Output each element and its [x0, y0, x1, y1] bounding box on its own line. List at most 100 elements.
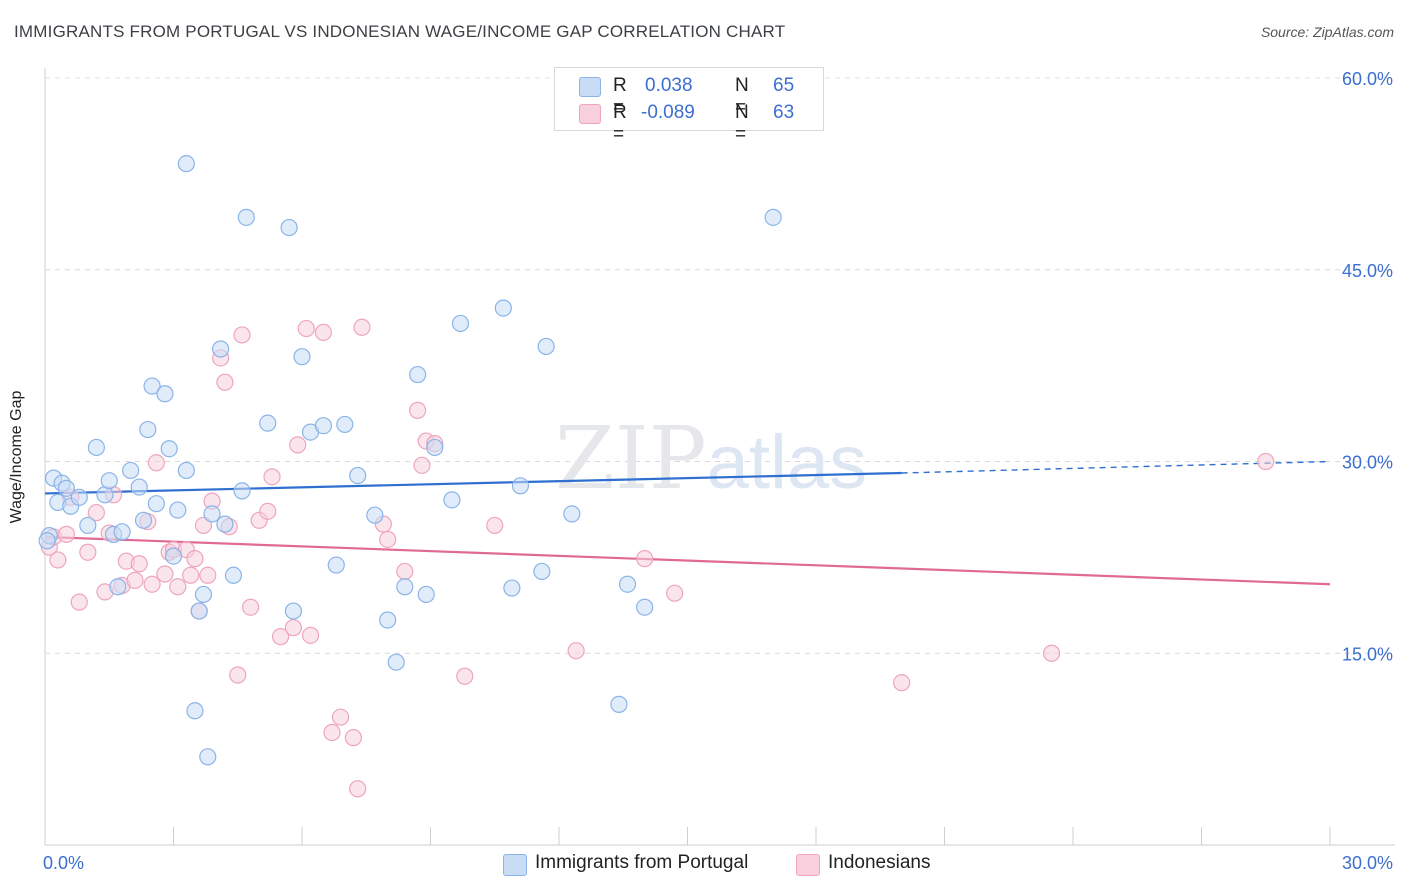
- correlation-legend: R = 0.038 N = 65 R = -0.089 N = 63: [554, 67, 824, 145]
- point-indonesians: [666, 584, 684, 602]
- point-indonesians: [409, 401, 427, 419]
- watermark: ZIPatlas: [555, 409, 867, 509]
- point-portugal: [113, 523, 131, 541]
- point-portugal: [314, 417, 333, 435]
- point-portugal: [139, 420, 157, 439]
- point-indonesians: [289, 436, 307, 454]
- point-portugal: [224, 566, 243, 584]
- point-portugal: [100, 472, 118, 490]
- series-label-portugal: Immigrants from Portugal: [535, 852, 749, 873]
- legend-n-value: 63: [773, 102, 795, 123]
- point-portugal: [237, 208, 255, 226]
- series-label-indonesians: Indonesians: [828, 852, 931, 873]
- point-portugal: [284, 602, 303, 620]
- y-tick-label: 45.0%: [1342, 261, 1393, 281]
- point-indonesians: [413, 456, 431, 474]
- chart-title: IMMIGRANTS FROM PORTUGAL VS INDONESIAN W…: [14, 22, 786, 41]
- legend-n-label: N =: [735, 75, 749, 118]
- axes: [44, 68, 1395, 846]
- point-portugal: [147, 495, 165, 513]
- point-indonesians: [284, 619, 303, 637]
- point-portugal: [134, 511, 153, 529]
- point-indonesians: [130, 555, 148, 573]
- point-indonesians: [323, 723, 341, 742]
- point-portugal: [160, 440, 178, 458]
- y-tick-label: 15.0%: [1342, 644, 1393, 664]
- point-portugal: [194, 585, 213, 604]
- point-portugal: [349, 466, 367, 485]
- point-indonesians: [636, 550, 654, 568]
- point-portugal: [293, 348, 311, 366]
- point-portugal: [409, 365, 427, 384]
- point-indonesians: [156, 565, 174, 583]
- point-portugal: [177, 155, 195, 173]
- point-indonesians: [126, 571, 144, 589]
- point-indonesians: [186, 550, 204, 568]
- point-portugal: [190, 602, 208, 620]
- point-indonesians: [216, 373, 234, 391]
- point-indonesians: [169, 578, 187, 596]
- point-portugal: [533, 562, 551, 581]
- series-legend-indonesians[interactable]: Indonesians: [796, 851, 946, 877]
- legend-r-label: R =: [613, 75, 627, 118]
- point-portugal: [366, 506, 384, 524]
- legend-n-value: 65: [773, 75, 795, 96]
- point-indonesians: [893, 674, 911, 692]
- point-indonesians: [331, 708, 350, 726]
- tick-labels: 15.0% 30.0% 45.0% 60.0% 0.0% 30.0%: [43, 69, 1393, 873]
- point-portugal: [503, 579, 521, 597]
- point-indonesians: [349, 780, 367, 798]
- source-label: Source: ZipAtlas.com: [1260, 24, 1394, 40]
- gridlines: [45, 77, 1395, 654]
- point-indonesians: [301, 626, 320, 644]
- point-indonesians: [87, 504, 106, 522]
- point-portugal: [610, 695, 628, 713]
- point-indonesians: [229, 666, 247, 684]
- point-portugal: [122, 461, 140, 480]
- point-indonesians: [199, 566, 217, 584]
- point-portugal: [379, 611, 397, 629]
- point-indonesians: [182, 566, 200, 584]
- legend-n-label: N =: [735, 102, 749, 145]
- point-indonesians: [314, 323, 333, 341]
- point-portugal: [130, 478, 148, 496]
- point-portugal: [259, 414, 277, 432]
- point-indonesians: [456, 667, 474, 685]
- point-portugal: [203, 505, 221, 523]
- point-portugal: [109, 578, 127, 596]
- point-portugal: [186, 702, 204, 720]
- point-indonesians: [263, 468, 281, 486]
- point-portugal: [280, 218, 298, 237]
- point-indonesians: [147, 454, 165, 472]
- point-portugal: [216, 515, 234, 533]
- watermark-zip: ZIP: [555, 409, 707, 509]
- point-indonesians: [233, 326, 251, 344]
- point-portugal: [387, 653, 405, 671]
- point-indonesians: [79, 543, 97, 561]
- point-portugal: [764, 208, 782, 226]
- series-swatch-indonesians: [796, 854, 820, 876]
- point-indonesians: [396, 562, 414, 581]
- point-indonesians: [486, 516, 504, 535]
- point-portugal: [212, 340, 230, 358]
- point-portugal: [426, 438, 444, 457]
- point-indonesians: [57, 525, 76, 543]
- point-portugal: [537, 337, 555, 356]
- point-portugal: [636, 598, 654, 616]
- point-indonesians: [242, 598, 260, 616]
- legend-swatch-portugal: [579, 77, 601, 97]
- point-portugal: [511, 477, 530, 495]
- point-portugal: [38, 532, 56, 550]
- point-indonesians: [567, 642, 585, 660]
- series-legend-portugal[interactable]: Immigrants from Portugal: [503, 851, 773, 877]
- point-indonesians: [194, 516, 213, 535]
- point-indonesians: [143, 575, 161, 593]
- trend-line-indonesians: [44, 535, 1331, 586]
- legend-r-label: R =: [613, 102, 627, 145]
- data-points: [38, 155, 1275, 798]
- point-indonesians: [297, 319, 315, 338]
- point-indonesians: [49, 551, 67, 569]
- point-portugal: [443, 491, 461, 509]
- point-indonesians: [271, 628, 290, 646]
